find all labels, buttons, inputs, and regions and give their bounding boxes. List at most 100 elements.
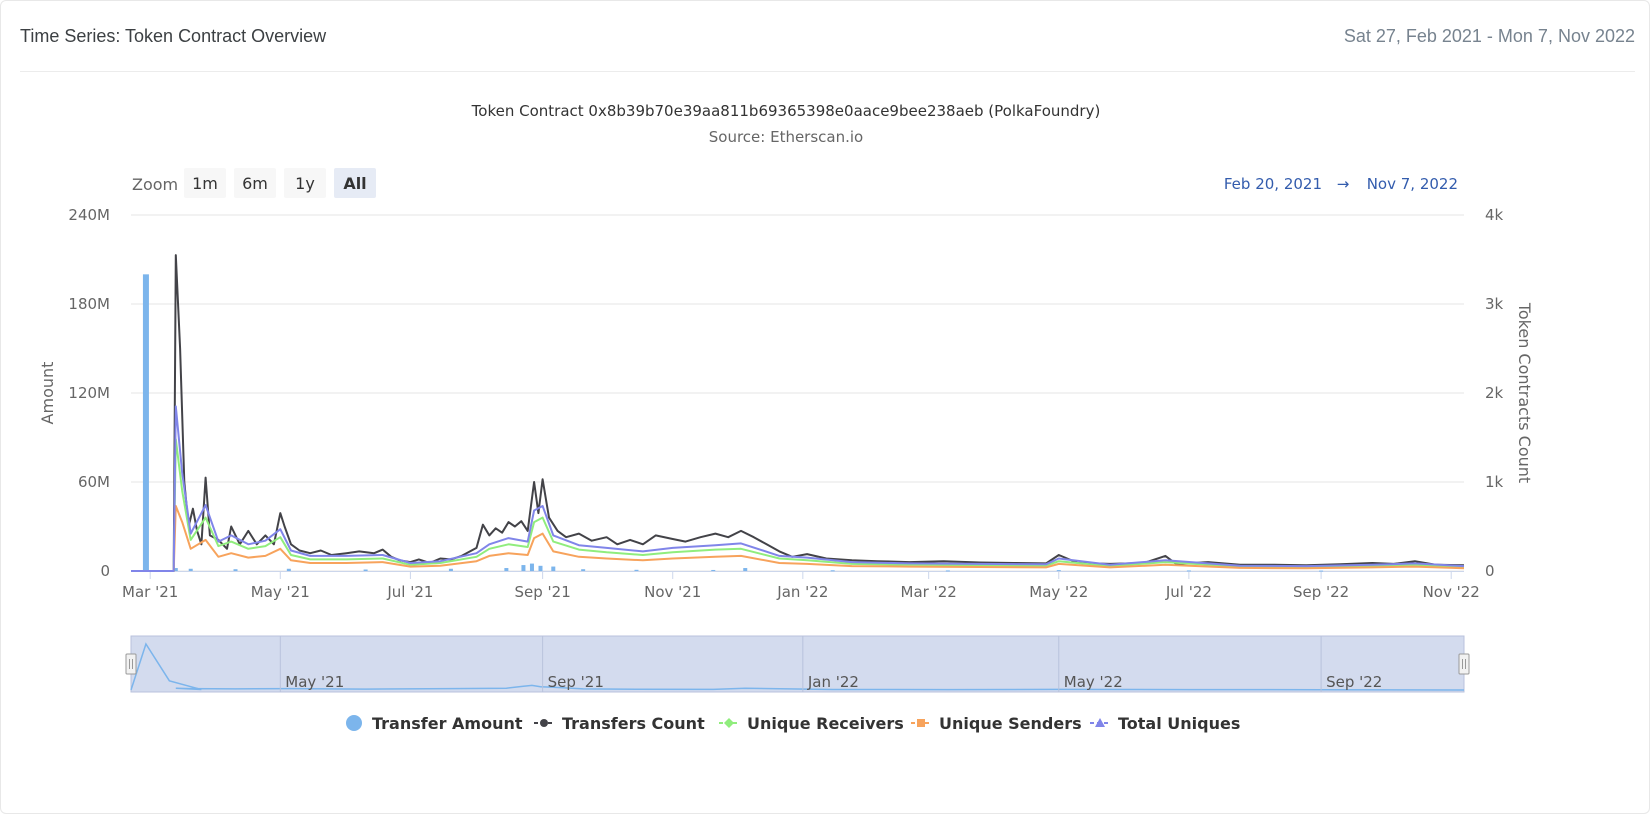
legend-marker bbox=[917, 719, 925, 727]
zoom-button-bg[interactable] bbox=[184, 168, 226, 198]
legend-label[interactable]: Unique Receivers bbox=[747, 714, 904, 733]
handle-grip[interactable] bbox=[1458, 653, 1470, 675]
chart-canvas: Token Contract 0x8b39b70e39aa811b6936539… bbox=[38, 102, 1534, 733]
zoom-button-bg[interactable] bbox=[234, 168, 276, 198]
card-title: Time Series: Token Contract Overview bbox=[20, 26, 327, 46]
legend-item-unique-senders[interactable]: Unique Senders bbox=[911, 714, 1082, 733]
transfer-amount-bar bbox=[173, 568, 178, 571]
transfer-amount-bar bbox=[1056, 570, 1061, 572]
zoom-button-all[interactable]: All bbox=[334, 168, 376, 198]
navigator-right-handle[interactable] bbox=[1458, 653, 1470, 675]
legend-marker bbox=[1095, 718, 1105, 727]
y-left-tick-label: 240M bbox=[68, 206, 110, 224]
y-left-tick-label: 0 bbox=[100, 562, 110, 580]
transfer-amount-bar bbox=[529, 563, 534, 571]
zoom-button-1m[interactable]: 1m bbox=[184, 168, 226, 198]
legend-label[interactable]: Transfer Amount bbox=[372, 714, 523, 733]
legend-label[interactable]: Transfers Count bbox=[562, 714, 705, 733]
zoom-button-label[interactable]: All bbox=[343, 174, 366, 193]
y-right-axis-title: Token Contracts Count bbox=[1515, 302, 1534, 483]
transfer-amount-bar bbox=[945, 570, 950, 572]
transfer-amount-bar bbox=[1319, 570, 1324, 572]
x-tick-label: Mar '21 bbox=[122, 583, 178, 601]
transfer-amount-bar bbox=[504, 568, 509, 571]
zoom-button-label[interactable]: 6m bbox=[242, 174, 268, 193]
x-tick-label: Sep '21 bbox=[515, 583, 571, 601]
transfer-amount-series bbox=[142, 274, 1324, 572]
zoom-button-bg[interactable] bbox=[334, 168, 376, 198]
transfer-amount-bar bbox=[581, 569, 586, 571]
zoom-label: Zoom bbox=[132, 175, 178, 194]
y-right-tick-labels: 0 1k 2k 3k 4k bbox=[1485, 206, 1504, 580]
total-uniques-line bbox=[131, 405, 1465, 572]
zoom-button-bg[interactable] bbox=[284, 168, 326, 198]
navigator-label: Sep '21 bbox=[548, 673, 604, 691]
y-right-tick-label: 3k bbox=[1485, 295, 1504, 313]
transfer-amount-bar bbox=[286, 568, 291, 571]
chart-subtitle: Source: Etherscan.io bbox=[709, 128, 863, 146]
x-tick-labels: Mar '21 May '21 Jul '21 Sep '21 Nov '21 Jan '… bbox=[122, 571, 1480, 601]
y-right-tick-label: 2k bbox=[1485, 384, 1504, 402]
navigator-label: May '21 bbox=[285, 673, 344, 691]
zoom-button-1y[interactable]: 1y bbox=[284, 168, 326, 198]
transfer-amount-bar bbox=[1186, 570, 1191, 572]
legend: Transfer Amount Transfers Count Unique Rec… bbox=[346, 714, 1240, 733]
range-selector: Feb 20, 2021 → Nov 7, 2022 bbox=[1224, 175, 1458, 193]
navigator-label: Sep '22 bbox=[1326, 673, 1382, 691]
card-header: Time Series: Token Contract Overview Sat… bbox=[20, 1, 1635, 72]
y-right-tick-label: 1k bbox=[1485, 473, 1504, 491]
navigator-mask[interactable] bbox=[130, 635, 1465, 693]
legend-item-unique-receivers[interactable]: Unique Receivers bbox=[719, 714, 904, 733]
handle-grip[interactable] bbox=[125, 653, 137, 675]
x-tick-label: Jul '22 bbox=[1165, 583, 1212, 601]
transfer-amount-bar bbox=[448, 568, 453, 571]
grid-lines bbox=[131, 214, 1464, 572]
transfer-amount-bar bbox=[142, 274, 149, 571]
transfer-amount-bar bbox=[538, 565, 543, 571]
zoom-button-label[interactable]: 1y bbox=[295, 174, 315, 193]
navigator-left-handle[interactable] bbox=[125, 653, 137, 675]
legend-marker bbox=[540, 719, 548, 727]
transfer-amount-bar bbox=[363, 569, 368, 571]
y-left-tick-label: 120M bbox=[68, 384, 110, 402]
date-range-text: Sat 27, Feb 2021 - Mon 7, Nov 2022 bbox=[1343, 26, 1635, 46]
legend-label[interactable]: Unique Senders bbox=[939, 714, 1082, 733]
x-tick-label: Sep '22 bbox=[1293, 583, 1349, 601]
transfer-amount-bar bbox=[830, 570, 835, 572]
legend-label[interactable]: Total Uniques bbox=[1118, 714, 1240, 733]
range-to-date[interactable]: Nov 7, 2022 bbox=[1367, 175, 1458, 193]
navigator-label: May '22 bbox=[1064, 673, 1123, 691]
x-tick-label: Nov '21 bbox=[644, 583, 701, 601]
legend-item-total-uniques[interactable]: Total Uniques bbox=[1090, 714, 1240, 733]
x-tick-label: Mar '22 bbox=[901, 583, 957, 601]
transfers-count-line bbox=[131, 254, 1465, 572]
y-right-tick-label: 4k bbox=[1485, 206, 1504, 224]
navigator-label: Jan '22 bbox=[807, 673, 859, 691]
transfer-amount-bar bbox=[188, 568, 193, 571]
x-tick-label: May '22 bbox=[1029, 583, 1088, 601]
legend-symbol bbox=[346, 715, 362, 731]
range-from-date[interactable]: Feb 20, 2021 bbox=[1224, 175, 1322, 193]
legend-marker bbox=[724, 718, 734, 728]
zoom-button-6m[interactable]: 6m bbox=[234, 168, 276, 198]
navigator[interactable]: May '21 Sep '21 Jan '22 May '22 Sep '22 bbox=[125, 635, 1470, 693]
y-left-tick-label: 60M bbox=[78, 473, 110, 491]
x-tick-label: Jan '22 bbox=[776, 583, 828, 601]
unique-receivers-line bbox=[131, 438, 1465, 572]
zoom-button-label[interactable]: 1m bbox=[192, 174, 218, 193]
y-right-tick-label: 0 bbox=[1485, 562, 1495, 580]
y-left-tick-labels: 0 60M 120M 180M 240M bbox=[68, 206, 110, 580]
transfer-amount-bar bbox=[634, 569, 639, 571]
unique-senders-line bbox=[131, 505, 1465, 572]
series-layer bbox=[131, 254, 1465, 572]
legend-item-transfer-amount[interactable]: Transfer Amount bbox=[346, 714, 523, 733]
transfer-amount-bar bbox=[551, 566, 556, 571]
x-tick-label: Nov '22 bbox=[1423, 583, 1480, 601]
y-left-axis-title: Amount bbox=[38, 362, 57, 425]
legend-item-transfers-count[interactable]: Transfers Count bbox=[534, 714, 705, 733]
transfer-amount-bar bbox=[711, 569, 716, 571]
navigator-series-line bbox=[130, 642, 1465, 691]
x-tick-label: Jul '21 bbox=[386, 583, 433, 601]
transfer-amount-bar bbox=[521, 565, 526, 571]
transfer-amount-bar bbox=[233, 569, 238, 571]
